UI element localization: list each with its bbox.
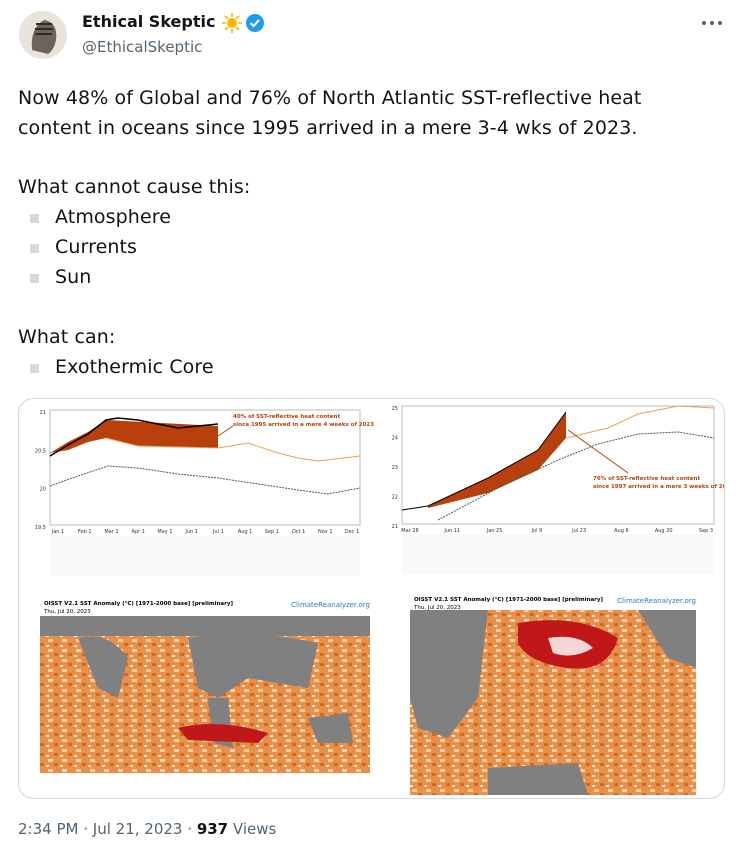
x-tick-label: Aug 20 [655,528,673,534]
map-date: Thu, Jul 20, 2023 [413,605,461,611]
chart-annotation: since 1995 arrived in a mere 4 weeks of … [233,422,374,428]
chart-annotation: 76% of SST-reflective heat content [593,476,700,482]
timestamp[interactable]: 2:34 PM [18,820,79,838]
separator: · [187,820,193,838]
bullet [30,214,39,223]
list-item: Sun [55,266,92,288]
y-tick-label: 19.5 [35,525,46,531]
x-tick-label: Sep 3 [699,528,713,534]
x-tick-label: Jul 1 [212,529,224,535]
x-tick-label: Mar 1 [104,529,118,535]
x-tick-label: Jan 1 [51,529,64,535]
x-tick-label: Jun 11 [443,528,460,534]
author-handle[interactable]: @EthicalSkeptic [82,38,203,56]
x-tick-label: Mar 28 [401,528,418,534]
map-title: OISST V2.1 SST Anomaly (°C) [1971-2000 b… [44,601,233,607]
tweet-text: What can: [18,326,116,348]
x-tick-label: Oct 1 [292,529,305,535]
avatar[interactable] [18,10,68,60]
y-tick-label: 23 [392,465,398,471]
x-tick-label: Sep 1 [265,529,279,535]
map-brand: ClimateReanalyzer.org [617,597,696,605]
y-tick-label: 21 [392,524,398,530]
map-brand: ClimateReanalyzer.org [291,601,370,609]
map-date: Thu, Jul 20, 2023 [43,609,91,615]
tweet-text: content in oceans since 1995 arrived in … [18,117,638,139]
y-tick-label: 20 [40,487,46,493]
x-tick-label: Aug 6 [614,528,629,534]
list-item: Atmosphere [55,206,172,228]
more-menu[interactable] [700,16,724,30]
bullet [30,274,39,283]
date[interactable]: Jul 21, 2023 [92,820,183,838]
x-tick-label: Jul 23 [571,528,586,534]
bullet [30,244,39,253]
x-tick-label: Feb 1 [78,529,92,535]
chart-annotation: 40% of SST-reflective heat content [233,414,340,420]
y-tick-label: 20.5 [35,448,46,454]
x-tick-label: Aug 1 [238,529,253,535]
x-tick-label: Jul 9 [530,528,542,534]
map-title: OISST V2.1 SST Anomaly (°C) [1971-2000 b… [414,597,603,603]
author-name[interactable]: Ethical Skeptic [82,12,216,31]
x-tick-label: Nov 1 [318,529,333,535]
tweet-meta: 2:34 PM · Jul 21, 2023 · 937 Views [18,820,276,838]
chart-annotation: since 1997 arrived in a mere 3 weeks of … [593,484,725,490]
y-tick-label: 24 [392,436,398,442]
bullet [30,364,39,373]
x-tick-label: Apr 1 [131,529,144,535]
y-tick-label: 22 [392,495,398,501]
name-badges [222,13,264,33]
x-tick-label: May 1 [157,529,172,535]
tweet-text: Now 48% of Global and 76% of North Atlan… [18,87,642,109]
tweet-image[interactable]: 21 20.5 20 19.5 Jan 1 Feb 1 Mar 1 Apr 1 May 1 Jun… [18,398,725,799]
separator: · [83,820,89,838]
x-tick-label: Jan 25 [486,528,503,534]
views-label: Views [232,820,277,838]
x-tick-label: Jun 1 [184,529,198,535]
y-tick-label: 25 [392,406,398,412]
y-tick-label: 21 [40,410,46,416]
view-count: 937 [196,820,229,838]
list-item: Exothermic Core [55,356,214,378]
x-tick-label: Dec 1 [345,529,359,535]
tweet-text: What cannot cause this: [18,176,251,198]
list-item: Currents [55,236,138,258]
